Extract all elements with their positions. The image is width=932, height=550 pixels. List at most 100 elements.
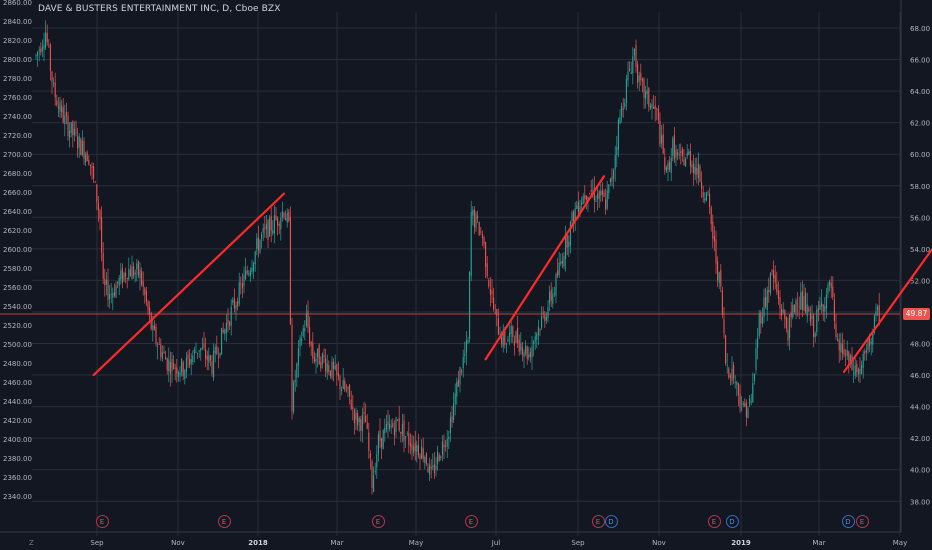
candle-body	[398, 417, 400, 431]
candle-body	[285, 217, 287, 221]
candle-body	[411, 444, 413, 451]
last-price-badge: 49.87	[903, 308, 930, 320]
candle-body	[110, 294, 112, 295]
candle-body	[211, 361, 213, 374]
trendline[interactable]	[92, 192, 286, 377]
candle-body	[449, 418, 451, 434]
candle-body	[192, 355, 194, 363]
candle-body	[117, 281, 119, 284]
candle-body	[437, 451, 439, 465]
candle-body	[313, 357, 315, 362]
earnings-marker[interactable]: E	[371, 515, 385, 528]
candle-body	[824, 306, 826, 312]
candle-body	[613, 169, 615, 179]
candle-body	[537, 326, 539, 335]
candle-body	[227, 319, 229, 324]
candle-body	[721, 290, 723, 316]
candle-body	[433, 464, 435, 474]
time-axis-tick: 2018	[248, 539, 268, 547]
candle-body	[750, 401, 752, 403]
candle-body	[104, 278, 106, 286]
candle-body	[517, 327, 519, 344]
candle-body	[877, 306, 879, 311]
candle-body	[261, 234, 263, 239]
trendlines[interactable]	[92, 175, 932, 377]
candle-body	[569, 222, 571, 246]
candle-body	[837, 339, 839, 341]
candle-body	[93, 166, 95, 179]
candle-body	[152, 325, 154, 330]
trendline[interactable]	[842, 231, 932, 373]
candle-body	[646, 90, 648, 95]
dividend-marker[interactable]: D	[604, 515, 618, 528]
left-axis-tick: 2420.00	[3, 417, 32, 425]
candle-body	[614, 155, 616, 170]
candle-body	[352, 406, 354, 410]
candle-body	[373, 475, 375, 492]
left-axis-tick: 2580.00	[3, 265, 32, 273]
left-price-axis[interactable]: 2860.00 2840.00 2820.00 2800.00 2780.00 2760.…	[3, 0, 32, 501]
candle-body	[166, 358, 168, 371]
candle-body	[277, 217, 279, 226]
candle-body	[225, 323, 227, 334]
candle-body	[185, 357, 187, 372]
candle-body	[665, 167, 667, 172]
left-axis-tick: 2540.00	[3, 303, 32, 311]
candle-body	[539, 329, 541, 331]
timezone-label[interactable]: Z	[29, 539, 34, 547]
candle-body	[336, 364, 338, 375]
left-axis-tick: 2520.00	[3, 322, 32, 330]
left-axis-tick: 2700.00	[3, 151, 32, 159]
earnings-marker[interactable]: E	[591, 515, 605, 528]
candle-body	[683, 159, 685, 166]
time-axis[interactable]: Sep Nov 2018 Mar May Jul Sep Nov 2019 Mar May	[90, 539, 907, 547]
candle-body	[427, 467, 429, 473]
candle-body	[473, 209, 475, 227]
dividend-marker[interactable]: D	[841, 515, 855, 528]
candle-body	[88, 160, 90, 165]
earnings-marker[interactable]: E	[855, 515, 869, 528]
candle-body	[773, 270, 775, 279]
earnings-marker[interactable]: E	[707, 515, 721, 528]
candle-body	[785, 317, 787, 329]
candle-body	[200, 348, 202, 351]
candle-body	[457, 379, 459, 387]
candle-body	[312, 342, 314, 359]
candle-body	[790, 312, 792, 318]
candle-body	[129, 269, 131, 277]
candle-body	[701, 182, 703, 190]
candle-body	[384, 428, 386, 434]
candle-body	[801, 291, 803, 311]
earnings-marker[interactable]: E	[464, 515, 478, 528]
candle-body	[597, 194, 599, 200]
candle-body	[67, 115, 69, 136]
candle-body	[808, 308, 810, 312]
candle-body	[552, 293, 554, 304]
candle-body	[299, 337, 301, 347]
trendline[interactable]	[484, 175, 606, 361]
dividend-marker[interactable]: D	[725, 515, 739, 528]
candle-body	[405, 436, 407, 438]
left-axis-tick: 2680.00	[3, 170, 32, 178]
candle-body	[771, 270, 773, 272]
candle-body	[651, 103, 653, 108]
earnings-marker[interactable]: E	[95, 515, 109, 528]
candle-body	[558, 262, 560, 275]
candle-body	[281, 211, 283, 218]
left-axis-tick: 2720.00	[3, 132, 32, 140]
candle-body	[633, 48, 635, 56]
right-axis-tick: 68.00	[910, 25, 930, 33]
candle-body	[803, 296, 805, 311]
candle-body	[107, 280, 109, 300]
candle-body	[502, 333, 504, 347]
candle-body	[208, 354, 210, 363]
candle-body	[713, 236, 715, 242]
candle-body	[657, 108, 659, 120]
candle-body	[51, 71, 53, 83]
candle-body	[86, 152, 88, 162]
candle-body	[515, 331, 517, 343]
candle-body	[817, 307, 819, 312]
candle-body	[56, 100, 58, 106]
earnings-marker[interactable]: E	[217, 515, 231, 528]
